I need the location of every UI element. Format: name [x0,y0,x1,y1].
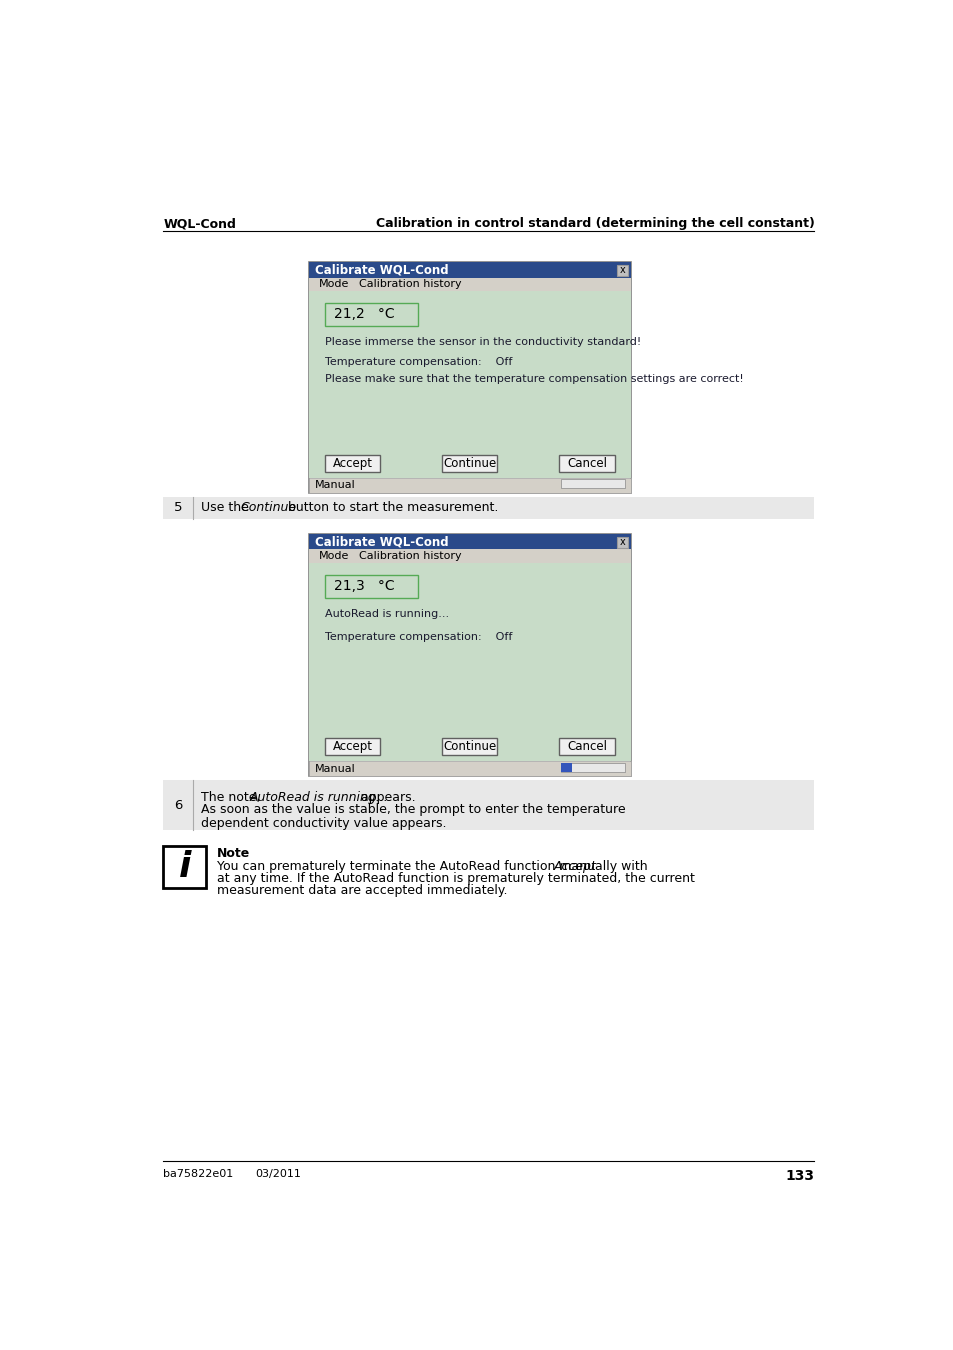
FancyBboxPatch shape [324,455,380,471]
Text: 21,2   °C: 21,2 °C [334,308,395,321]
Text: Use the: Use the [200,501,253,514]
FancyBboxPatch shape [309,533,630,776]
Text: Continue: Continue [240,501,296,514]
Text: x: x [618,265,624,275]
Text: 6: 6 [173,799,182,811]
Text: Manual: Manual [315,481,355,490]
FancyBboxPatch shape [163,497,814,518]
Text: Cancel: Cancel [567,740,607,753]
Text: Mode: Mode [318,551,349,562]
FancyBboxPatch shape [309,478,630,493]
Text: Calibration in control standard (determining the cell constant): Calibration in control standard (determi… [375,217,814,231]
Text: Accept: Accept [553,860,596,872]
Text: You can prematurely terminate the AutoRead function manually with: You can prematurely terminate the AutoRe… [216,860,651,872]
Text: 5: 5 [173,501,182,514]
FancyBboxPatch shape [558,738,615,755]
Text: AutoRead is running...: AutoRead is running... [250,791,388,805]
FancyBboxPatch shape [617,265,627,275]
Text: x: x [618,536,624,547]
FancyBboxPatch shape [163,780,814,830]
Text: Continue: Continue [442,740,496,753]
FancyBboxPatch shape [324,575,417,598]
Text: button to start the measurement.: button to start the measurement. [284,501,498,514]
Text: Accept: Accept [333,740,372,753]
Text: Mode: Mode [318,279,349,289]
FancyBboxPatch shape [309,262,630,493]
FancyBboxPatch shape [163,845,206,888]
Text: dependent conductivity value appears.: dependent conductivity value appears. [200,817,446,830]
Text: Temperature compensation:    Off: Temperature compensation: Off [324,356,512,367]
FancyBboxPatch shape [309,761,630,776]
Text: i: i [178,850,191,884]
Text: Calibration history: Calibration history [359,551,461,562]
Text: 21,3   °C: 21,3 °C [334,579,395,593]
FancyBboxPatch shape [617,537,627,548]
FancyBboxPatch shape [324,738,380,755]
Text: WQL-Cond: WQL-Cond [163,217,236,231]
Text: at any time. If the AutoRead function is prematurely terminated, the current: at any time. If the AutoRead function is… [216,872,694,886]
FancyBboxPatch shape [309,549,630,563]
Text: appears.: appears. [357,791,416,805]
FancyBboxPatch shape [560,763,624,772]
FancyBboxPatch shape [324,302,417,325]
Text: Temperature compensation:    Off: Temperature compensation: Off [324,632,512,641]
Text: measurement data are accepted immediately.: measurement data are accepted immediatel… [216,884,507,898]
FancyBboxPatch shape [558,455,615,471]
Text: Please immerse the sensor in the conductivity standard!: Please immerse the sensor in the conduct… [324,336,640,347]
FancyBboxPatch shape [441,455,497,471]
FancyBboxPatch shape [309,292,630,478]
Text: Note: Note [216,848,250,860]
Text: 03/2011: 03/2011 [254,1169,300,1179]
FancyBboxPatch shape [560,479,624,489]
FancyBboxPatch shape [560,763,571,772]
Text: Calibrate WQL-Cond: Calibrate WQL-Cond [314,263,448,277]
FancyBboxPatch shape [309,563,630,761]
FancyBboxPatch shape [309,278,630,292]
Text: Manual: Manual [315,764,355,774]
Text: 133: 133 [784,1169,814,1183]
FancyBboxPatch shape [309,262,630,278]
Text: Calibrate WQL-Cond: Calibrate WQL-Cond [314,535,448,548]
Text: AutoRead is running...: AutoRead is running... [324,609,448,618]
Text: Calibration history: Calibration history [359,279,461,289]
Text: ba75822e01: ba75822e01 [163,1169,233,1179]
Text: Accept: Accept [333,456,372,470]
FancyBboxPatch shape [441,738,497,755]
Text: As soon as the value is stable, the prompt to enter the temperature: As soon as the value is stable, the prom… [200,803,624,817]
Text: Continue: Continue [442,456,496,470]
Text: Please make sure that the temperature compensation settings are correct!: Please make sure that the temperature co… [324,374,742,383]
Text: The note,: The note, [200,791,264,805]
FancyBboxPatch shape [309,533,630,549]
Text: Cancel: Cancel [567,456,607,470]
